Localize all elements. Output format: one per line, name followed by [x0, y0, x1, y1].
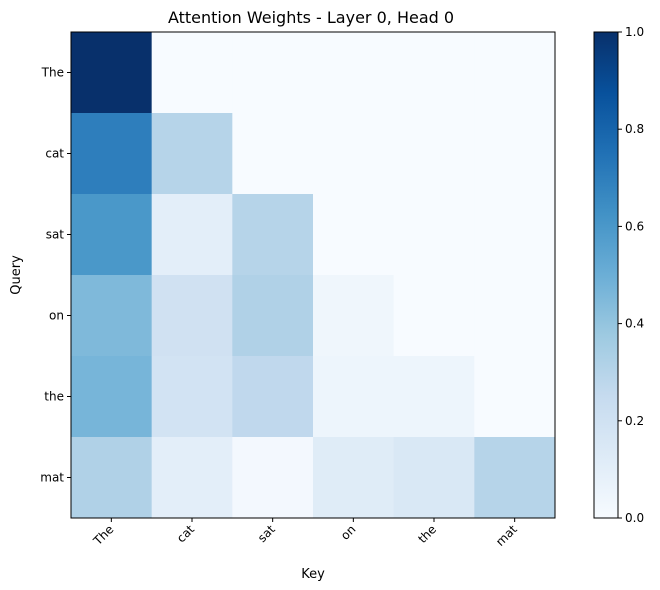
- x-tick-label: on: [338, 522, 358, 542]
- heatmap-cell: [474, 437, 556, 519]
- heatmap-cell: [313, 437, 395, 519]
- y-tick-labels: The cat sat on the mat: [40, 66, 71, 485]
- heatmap-cells: [71, 32, 556, 519]
- heatmap-cell: [232, 113, 314, 195]
- heatmap-cell: [474, 194, 556, 276]
- x-tick-label: mat: [493, 522, 520, 549]
- heatmap-cell: [232, 194, 314, 276]
- heatmap-cell: [151, 275, 233, 357]
- colorbar-tick-label: 0.0: [625, 511, 644, 525]
- heatmap-cell: [151, 194, 233, 276]
- x-tick-label: sat: [255, 522, 278, 545]
- heatmap-cell: [151, 437, 233, 519]
- heatmap-cell: [71, 356, 153, 438]
- heatmap-cell: [393, 275, 475, 357]
- heatmap-cell: [151, 32, 233, 114]
- y-axis-label: Query: [9, 255, 24, 295]
- y-tick-label: on: [49, 309, 64, 323]
- heatmap-cell: [232, 356, 314, 438]
- heatmap-cell: [151, 356, 233, 438]
- heatmap-cell: [393, 356, 475, 438]
- colorbar: [593, 31, 619, 519]
- y-tick-label: The: [41, 66, 64, 80]
- y-tick-label: cat: [45, 147, 64, 161]
- heatmap-cell: [393, 437, 475, 519]
- colorbar-tick-label: 1.0: [625, 25, 644, 39]
- x-tick-labels: The cat sat on the mat: [90, 518, 520, 549]
- heatmap-cell: [313, 356, 395, 438]
- heatmap-cell: [313, 275, 395, 357]
- heatmap-cell: [71, 194, 153, 276]
- heatmap-cell: [71, 32, 153, 114]
- heatmap-cell: [393, 32, 475, 114]
- colorbar-ticks: 0.0 0.2 0.4 0.6 0.8 1.0: [618, 25, 644, 525]
- heatmap-cell: [474, 275, 556, 357]
- heatmap-cell: [393, 194, 475, 276]
- heatmap-cell: [313, 194, 395, 276]
- heatmap-cell: [71, 437, 153, 519]
- heatmap-cell: [393, 113, 475, 195]
- plot-frame: [70, 31, 556, 519]
- chart-title: Attention Weights - Layer 0, Head 0: [168, 8, 454, 27]
- heatmap-cell: [232, 32, 314, 114]
- colorbar-tick-label: 0.6: [625, 219, 644, 233]
- x-tick-label: The: [90, 522, 116, 548]
- heatmap-cell: [71, 275, 153, 357]
- y-tick-label: the: [44, 390, 64, 404]
- y-tick-label: sat: [46, 228, 65, 242]
- heatmap-cell: [151, 113, 233, 195]
- x-tick-label: the: [415, 522, 439, 546]
- heatmap-cell: [313, 113, 395, 195]
- y-tick-label: mat: [40, 471, 64, 485]
- colorbar-tick-label: 0.4: [625, 317, 644, 331]
- x-axis-label: Key: [301, 567, 325, 582]
- heatmap-cell: [232, 437, 314, 519]
- heatmap-cell: [313, 32, 395, 114]
- colorbar-tick-label: 0.2: [625, 414, 644, 428]
- x-tick-label: cat: [174, 522, 197, 545]
- colorbar-tick-label: 0.8: [625, 122, 644, 136]
- heatmap-cell: [232, 275, 314, 357]
- heatmap-cell: [474, 113, 556, 195]
- heatmap-cell: [474, 356, 556, 438]
- heatmap-cell: [71, 113, 153, 195]
- heatmap-cell: [474, 32, 556, 114]
